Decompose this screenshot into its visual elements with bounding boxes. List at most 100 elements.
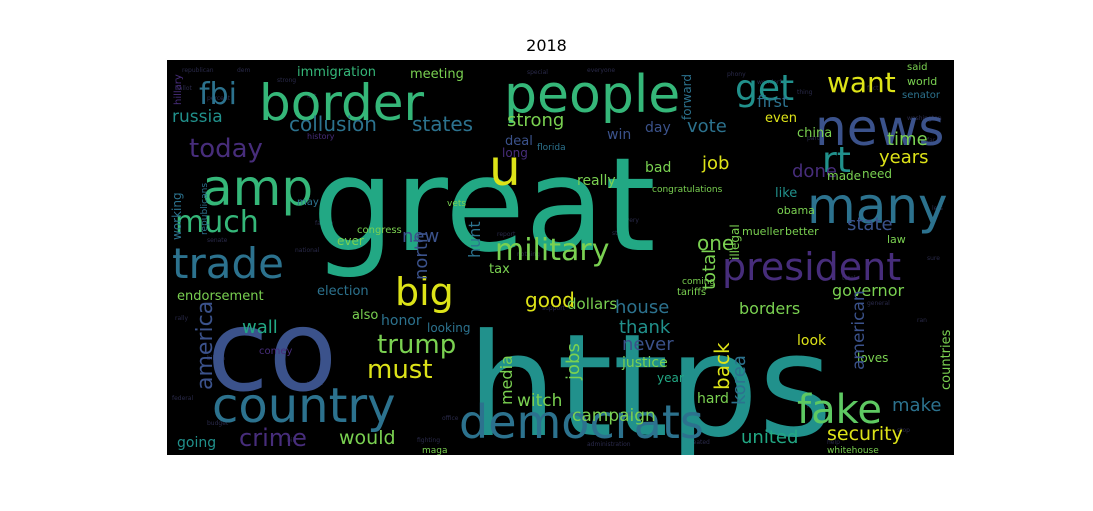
svg-text:family: family	[315, 220, 334, 227]
word-u: u	[489, 139, 521, 197]
word-law: law	[887, 233, 906, 246]
word-immigration: immigration	[297, 65, 376, 80]
word-whitehouse: whitehouse	[827, 446, 879, 455]
word-congratulations: congratulations	[652, 185, 723, 195]
word-many: many	[807, 177, 948, 235]
word-maga: maga	[422, 446, 448, 455]
word-years: years	[879, 147, 929, 168]
word-korea: korea	[729, 355, 750, 405]
svg-text:ran: ran	[917, 317, 927, 324]
svg-text:rally: rally	[175, 315, 188, 322]
word-job: job	[701, 153, 729, 174]
svg-text:budget: budget	[207, 420, 229, 427]
word-borders: borders	[739, 299, 800, 318]
word-wall: wall	[242, 317, 278, 338]
word-russia: russia	[172, 107, 223, 127]
word-collusion: collusion	[289, 112, 377, 136]
word-border: border	[259, 74, 425, 132]
word-governor: governor	[832, 281, 904, 300]
word-illegal: illegal	[728, 224, 742, 260]
word-hillary: hillary	[173, 74, 184, 105]
svg-text:senate: senate	[207, 237, 228, 244]
word-congress: congress	[357, 225, 402, 236]
svg-text:help: help	[827, 439, 840, 446]
word-co: co	[207, 287, 337, 417]
svg-text:strong: strong	[277, 77, 296, 84]
word-long: long	[502, 146, 528, 160]
word-house: house	[615, 297, 669, 318]
word-honor: honor	[381, 313, 422, 329]
word-hard: hard	[697, 391, 729, 407]
word-comey: comey	[259, 346, 293, 357]
word-like: like	[775, 186, 797, 201]
word-total: total	[699, 249, 720, 290]
word-deal: deal	[505, 134, 533, 149]
svg-text:wonderful: wonderful	[757, 79, 787, 86]
word-cloud-panel: republican dem ballot percent strong act sp…	[167, 60, 954, 455]
svg-text:republican: republican	[182, 67, 214, 74]
word-tax: tax	[489, 262, 510, 277]
word-witch: witch	[517, 391, 562, 411]
word-america: america	[193, 301, 218, 390]
word-really: really	[577, 173, 616, 189]
svg-text:special: special	[527, 69, 548, 76]
svg-text:far: far	[927, 137, 936, 144]
word-trump: trump	[377, 330, 456, 360]
svg-text:stop: stop	[897, 427, 910, 434]
word-history: history	[307, 132, 335, 141]
svg-text:administration: administration	[587, 441, 631, 448]
figure-title: 2018	[526, 36, 567, 55]
word-president: president	[722, 245, 901, 289]
word-republicans: republicans	[200, 183, 210, 235]
word-thank: thank	[619, 317, 671, 338]
svg-text:bill: bill	[287, 437, 296, 444]
word-much: much	[175, 205, 259, 240]
svg-text:federal: federal	[172, 395, 193, 402]
word-justice: justice	[621, 355, 668, 371]
word-meeting: meeting	[410, 67, 464, 82]
svg-text:lets: lets	[932, 205, 943, 212]
word-cloud: republican dem ballot percent strong act sp…	[170, 62, 954, 455]
word-going: going	[177, 435, 216, 451]
word-need: need	[862, 167, 892, 181]
word-north: north	[411, 232, 432, 280]
word-campaign: campaign	[572, 406, 656, 426]
svg-text:stock: stock	[612, 230, 628, 237]
word-big: big	[395, 270, 454, 314]
word-bad: bad	[645, 160, 671, 176]
word-time: time	[887, 129, 928, 150]
word-vote: vote	[687, 116, 727, 137]
word-united: united	[741, 427, 798, 448]
word-new: new	[402, 226, 439, 247]
svg-text:phony: phony	[727, 71, 746, 78]
word-china: china	[797, 126, 832, 141]
word-security: security	[827, 423, 903, 445]
word-tariffs: tariffs	[677, 287, 706, 298]
word-democrats: democrats	[459, 395, 704, 449]
svg-text:general: general	[867, 300, 890, 307]
svg-text:thing: thing	[797, 89, 813, 96]
word-country: country	[212, 378, 396, 434]
word-forward: forward	[680, 74, 694, 120]
svg-text:billion: billion	[207, 355, 225, 362]
svg-text:white: white	[307, 380, 324, 387]
word-people: people	[504, 65, 680, 125]
word-better: better	[785, 225, 819, 238]
word-jobs: jobs	[563, 343, 584, 381]
word-made: made	[827, 169, 861, 183]
word-trade: trade	[172, 239, 284, 288]
svg-text:national: national	[295, 247, 320, 254]
svg-text:mexico: mexico	[807, 403, 829, 410]
word-ever: ever	[337, 234, 364, 248]
svg-text:great: great	[787, 355, 804, 362]
word-world: world	[907, 75, 937, 88]
word-dollars: dollars	[567, 295, 617, 313]
word-looking: looking	[427, 321, 471, 335]
word-amp: amp	[202, 159, 313, 217]
word-get: get	[735, 68, 794, 109]
word-working: working	[170, 192, 184, 240]
word-good: good	[525, 288, 575, 312]
svg-text:fact: fact	[867, 85, 879, 92]
word-even: even	[765, 111, 797, 126]
word-make: make	[892, 395, 941, 416]
